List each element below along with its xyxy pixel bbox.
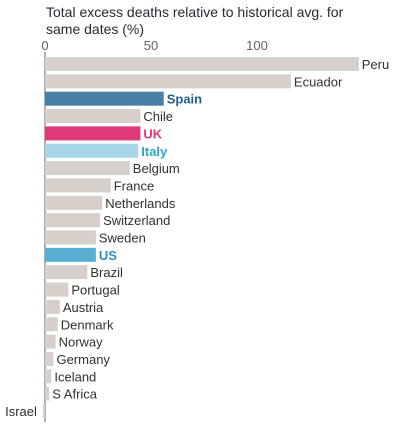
bar-label-iceland: Iceland <box>54 369 96 384</box>
chart-title: Total excess deaths relative to historic… <box>46 4 344 37</box>
bar-label-s-africa: S Africa <box>52 387 98 402</box>
bar-germany <box>45 351 54 366</box>
bar-labels-group: Peru Ecuador Spain Chile UK Italy Belgium Franc… <box>5 57 389 419</box>
bar-switzerland <box>45 213 101 228</box>
bar-spain <box>45 91 164 106</box>
bar-label-belgium: Belgium <box>133 161 180 176</box>
bar-italy <box>45 143 139 158</box>
bar-chile <box>45 109 141 124</box>
x-tick-label: 0 <box>41 38 48 53</box>
bar-label-france: France <box>114 178 154 193</box>
bar-belgium <box>45 161 130 176</box>
bar-label-uk: UK <box>143 126 162 141</box>
bar-uk <box>45 126 141 141</box>
bar-denmark <box>45 317 58 332</box>
bar-netherlands <box>45 195 103 210</box>
bar-label-italy: Italy <box>141 144 168 159</box>
bar-austria <box>45 299 60 314</box>
bar-norway <box>45 334 56 349</box>
bar-us <box>45 247 96 262</box>
bar-label-germany: Germany <box>56 352 110 367</box>
bars-group <box>42 57 359 418</box>
bar-label-brazil: Brazil <box>90 265 123 280</box>
bar-label-norway: Norway <box>59 335 104 350</box>
bar-ecuador <box>45 74 291 89</box>
bar-label-peru: Peru <box>362 57 389 72</box>
bar-label-netherlands: Netherlands <box>105 196 176 211</box>
bar-label-chile: Chile <box>143 109 173 124</box>
bar-israel <box>42 404 45 418</box>
bar-label-austria: Austria <box>63 300 104 315</box>
bar-label-switzerland: Switzerland <box>103 213 170 228</box>
bar-s-africa <box>45 386 50 401</box>
bar-portugal <box>45 282 69 297</box>
bar-label-us: US <box>99 248 117 263</box>
bar-label-denmark: Denmark <box>61 317 114 332</box>
x-tick-label: 100 <box>246 38 268 53</box>
bar-label-spain: Spain <box>167 92 202 107</box>
bar-iceland <box>45 369 52 384</box>
bar-france <box>45 178 111 193</box>
x-axis-ticks: 0 50 100 <box>41 38 267 53</box>
x-tick-label: 50 <box>144 38 158 53</box>
bar-label-sweden: Sweden <box>99 231 146 246</box>
bar-peru <box>45 57 359 71</box>
bar-label-portugal: Portugal <box>71 283 120 298</box>
bar-brazil <box>45 265 88 280</box>
bar-label-ecuador: Ecuador <box>294 74 343 89</box>
bar-label-israel: Israel <box>5 404 37 419</box>
bar-sweden <box>45 230 96 245</box>
